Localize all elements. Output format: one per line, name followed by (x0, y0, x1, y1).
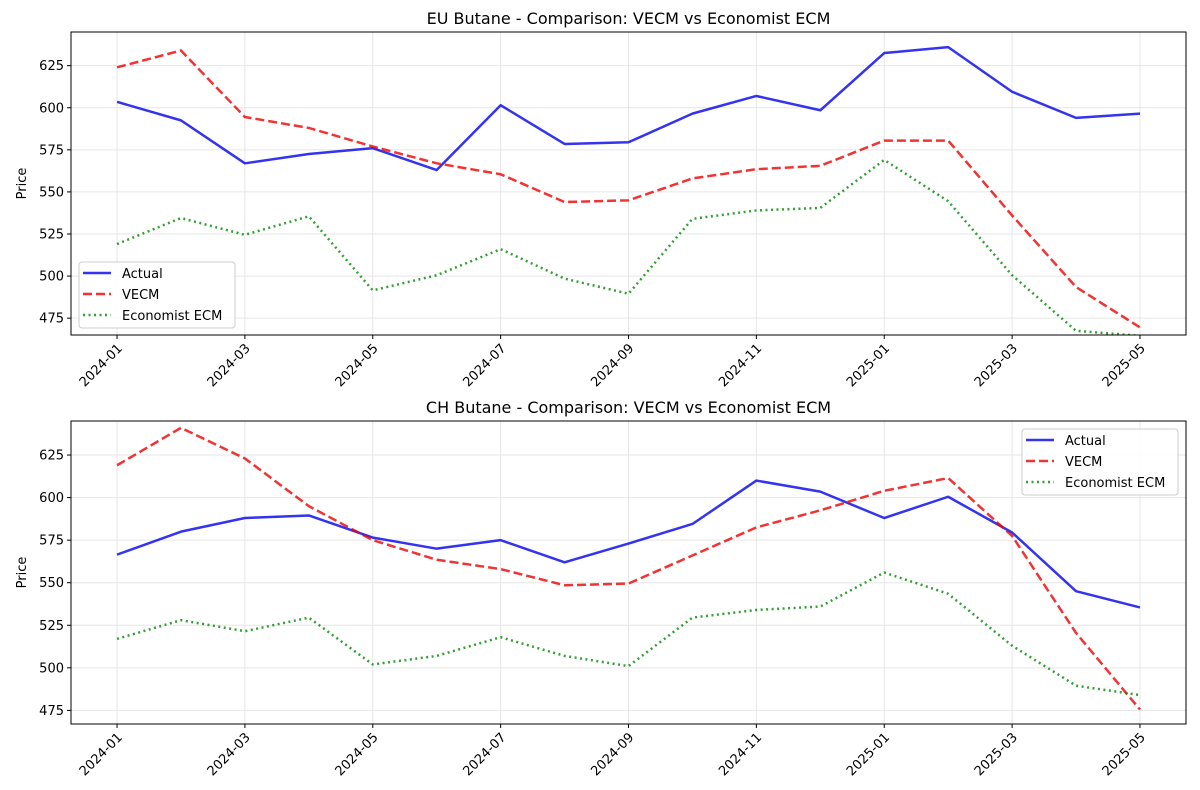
chart-title: EU Butane - Comparison: VECM vs Economis… (427, 9, 831, 28)
chart-panel-1: 475 500 525 550 575 600 625 2024-01 2024-03 2024-… (15, 9, 1187, 390)
y-tick-label: 600 (39, 101, 64, 116)
y-tick-label: 525 (39, 228, 64, 243)
x-tick-label: 2025-01 (844, 341, 893, 390)
x-tick-label: 2024-01 (77, 341, 126, 390)
series-line-actual (116, 479, 1141, 609)
y-tick-label: 600 (39, 491, 64, 506)
y-tick-label: 500 (39, 270, 64, 285)
x-tick-label: 2024-07 (460, 341, 509, 390)
x-tick-label: 2024-01 (77, 730, 126, 779)
y-tick-label: 550 (39, 576, 64, 591)
series-line-economist-ecm (116, 571, 1141, 697)
x-tick-label: 2024-11 (716, 730, 765, 779)
y-axis-label: Price (15, 168, 30, 200)
x-tick-label: 2024-09 (588, 341, 637, 390)
legend-label: VECM (122, 288, 159, 303)
x-tick-label: 2025-05 (1100, 341, 1149, 390)
x-tick-label: 2024-11 (716, 341, 765, 390)
legend-label: VECM (1065, 455, 1102, 470)
y-tick-label: 625 (39, 449, 64, 464)
legend-label: Actual (122, 267, 163, 282)
x-tick-label: 2025-03 (972, 341, 1021, 390)
chart-title: CH Butane - Comparison: VECM vs Economis… (426, 398, 831, 417)
series-line-vecm (116, 426, 1141, 711)
legend-label: Economist ECM (1065, 476, 1165, 491)
y-tick-label: 575 (39, 143, 64, 158)
x-tick-label: 2025-01 (844, 730, 893, 779)
y-tick-label: 525 (39, 619, 64, 634)
x-tick-label: 2025-03 (972, 730, 1021, 779)
legend: Actual VECM Economist ECM (78, 261, 236, 329)
y-tick-label: 550 (39, 185, 64, 200)
y-axis-label: Price (15, 557, 30, 589)
legend-label: Economist ECM (122, 309, 222, 324)
x-tick-label: 2024-09 (588, 730, 637, 779)
legend-label: Actual (1065, 434, 1106, 449)
x-tick-label: 2024-05 (333, 730, 382, 779)
chart-panel-2: 475 500 525 550 575 600 625 2024-01 2024-03 2024-… (15, 398, 1187, 779)
legend-box (1021, 428, 1179, 496)
y-tick-label: 500 (39, 661, 64, 676)
x-tick-label: 2024-03 (205, 730, 254, 779)
y-tick-label: 475 (39, 312, 64, 327)
x-tick-label: 2024-07 (460, 730, 509, 779)
legend-box (78, 261, 236, 329)
legend: Actual VECM Economist ECM (1021, 428, 1179, 496)
x-tick-label: 2024-05 (333, 341, 382, 390)
series-line-actual (116, 45, 1141, 172)
y-tick-label: 475 (39, 704, 64, 719)
series-line-vecm (116, 49, 1141, 329)
y-tick-label: 575 (39, 534, 64, 549)
x-tick-label: 2024-03 (205, 341, 254, 390)
y-tick-label: 625 (39, 59, 64, 74)
x-tick-label: 2025-05 (1100, 730, 1149, 779)
series-line-economist-ecm (116, 158, 1141, 335)
